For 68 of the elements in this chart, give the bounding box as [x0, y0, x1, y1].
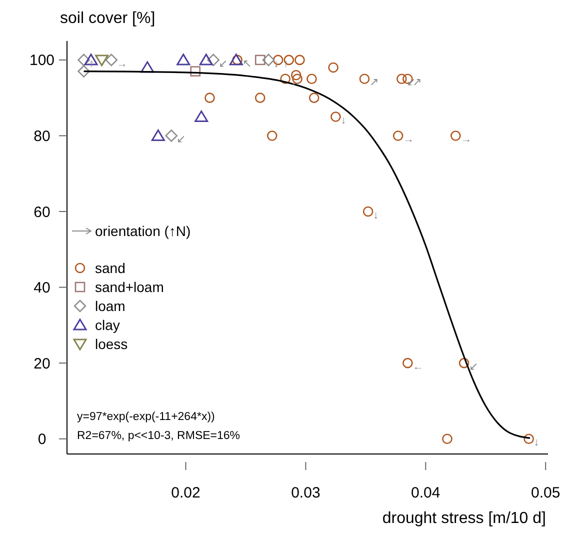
- x-tick-label: 0.04: [411, 484, 440, 502]
- point: [262, 54, 275, 66]
- annotation: →: [116, 58, 128, 70]
- point: [78, 54, 90, 66]
- point: [392, 130, 404, 141]
- point: [290, 70, 302, 80]
- annotation: ↖: [242, 58, 252, 70]
- y-tick-label: 80: [34, 128, 50, 145]
- point: [194, 110, 208, 122]
- annotation: ↓: [340, 114, 346, 127]
- point: [105, 54, 118, 66]
- x-axis-title: drought stress [m/10 d]: [382, 510, 546, 527]
- annotation: ↓: [274, 58, 280, 70]
- annotation: →: [460, 134, 472, 146]
- point: [524, 434, 534, 444]
- point: [308, 92, 320, 103]
- legend-label: loam: [95, 298, 126, 314]
- point: [458, 358, 470, 368]
- point: [190, 66, 200, 76]
- annotation: ↙: [218, 58, 228, 70]
- point: [266, 130, 278, 141]
- point: [362, 206, 374, 217]
- y-tick-label: 100: [29, 52, 55, 70]
- point: [207, 54, 220, 66]
- y-tick-label: 60: [34, 204, 50, 221]
- x-tick-label: 0.02: [171, 484, 200, 502]
- point: [450, 130, 461, 141]
- annotation: y=97*exp(-exp(-11+264*x)): [77, 411, 216, 423]
- annotation: ↓: [534, 436, 540, 449]
- point: [140, 61, 154, 73]
- point: [442, 434, 452, 444]
- point: [328, 62, 338, 73]
- x-tick-label: 0.05: [531, 484, 560, 502]
- point: [402, 358, 413, 368]
- legend-label: sand: [95, 260, 126, 276]
- point: [176, 54, 190, 66]
- point: [229, 54, 243, 66]
- point: [151, 129, 165, 141]
- annotation: orientation (↑N): [95, 222, 191, 239]
- point: [254, 92, 266, 103]
- legend-label: loess: [95, 336, 128, 352]
- legend-label: sand+loam: [95, 278, 164, 295]
- y-tick-label: 0: [38, 431, 46, 448]
- annotation: ↙: [469, 360, 478, 373]
- point: [95, 54, 109, 66]
- point: [78, 65, 90, 78]
- point: [165, 130, 178, 142]
- point: [280, 74, 290, 84]
- annotation: R2=67%, p<<10-3, RMSE=16%: [77, 430, 240, 442]
- annotation: ↗: [369, 76, 378, 89]
- y-tick-label: 20: [34, 355, 50, 372]
- annotation: →: [403, 134, 414, 146]
- point: [359, 74, 370, 84]
- y-axis-title: soil cover [%]: [60, 10, 156, 27]
- annotation: ↙: [176, 134, 186, 146]
- annotation: ↓: [373, 209, 379, 222]
- legend-label: clay: [95, 316, 120, 333]
- point: [254, 54, 266, 66]
- point: [330, 112, 341, 122]
- point: [199, 54, 213, 66]
- annotation: ←: [412, 360, 424, 373]
- point: [306, 74, 317, 84]
- point: [294, 54, 305, 66]
- point: [396, 74, 407, 84]
- y-tick-label: 40: [34, 280, 50, 297]
- annotation: ←: [290, 76, 302, 89]
- point: [204, 92, 215, 103]
- x-tick-label: 0.03: [291, 484, 320, 502]
